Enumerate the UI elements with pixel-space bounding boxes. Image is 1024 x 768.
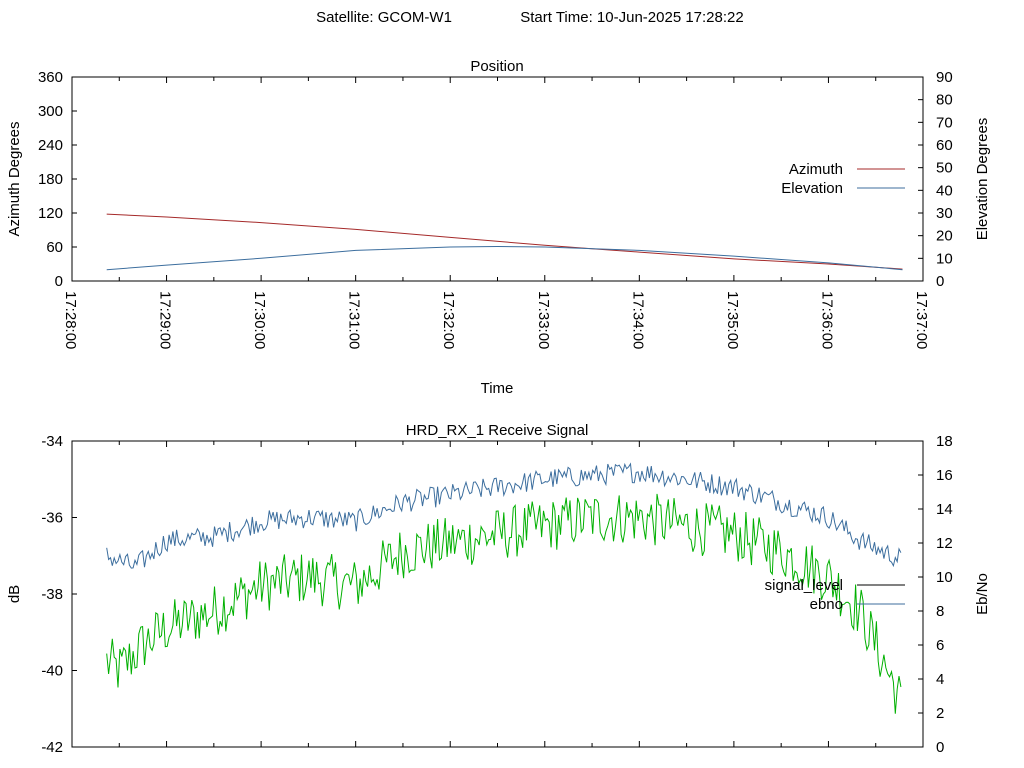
azimuth-series-line [106, 213, 903, 270]
y2-tick-label: 90 [936, 69, 953, 86]
position-y2-axis-label: Elevation Degrees [974, 118, 991, 241]
y2-tick-label: 40 [936, 182, 953, 199]
y2-tick-label: 14 [936, 501, 953, 518]
x-tick-label: 17:34:00 [629, 291, 646, 349]
y2-tick-label: 18 [936, 433, 953, 450]
position-plot-frame [71, 76, 924, 282]
y2-tick-label: 80 [936, 92, 953, 109]
y2-tick-label: 6 [936, 637, 944, 654]
y-tick-label: 360 [38, 69, 63, 86]
y2-tick-label: 70 [936, 114, 953, 131]
y2-tick-label: 12 [936, 535, 953, 552]
y-tick-label: 0 [55, 273, 63, 290]
x-tick-label: 17:36:00 [818, 291, 835, 349]
position-legend: Azimuth Elevation [781, 161, 905, 197]
receive-signal-y2-axis-label: Eb/No [974, 573, 991, 615]
x-tick-label: 17:30:00 [251, 291, 268, 349]
x-tick-label: 17:28:00 [62, 291, 79, 349]
receive-signal-plot: HRD_RX_1 Receive Signal dB Eb/No -42 -40 -… [6, 422, 991, 756]
x-tick-label: 17:33:00 [535, 291, 552, 349]
receive-signal-y-axis-label: dB [6, 585, 23, 603]
y2-tick-label: 10 [936, 250, 953, 267]
y-tick-label: 180 [38, 171, 63, 188]
y2-tick-label: 0 [936, 273, 944, 290]
y-tick-label: 120 [38, 205, 63, 222]
elevation-series-line [106, 245, 903, 271]
y-tick-label: 300 [38, 103, 63, 120]
position-x-axis-label: Time [481, 380, 514, 397]
legend-label: Azimuth [789, 161, 843, 178]
y-tick-label: -36 [41, 510, 63, 527]
y2-tick-label: 60 [936, 137, 953, 154]
x-tick-label: 17:31:00 [346, 291, 363, 349]
position-title: Position [470, 58, 523, 75]
receive-signal-title: HRD_RX_1 Receive Signal [406, 422, 589, 439]
position-y-axis-label: Azimuth Degrees [6, 121, 23, 236]
y2-tick-label: 0 [936, 739, 944, 756]
y2-tick-label: 8 [936, 603, 944, 620]
legend-label: signal_level [765, 577, 843, 594]
y2-tick-label: 10 [936, 569, 953, 586]
y-tick-label: -34 [41, 433, 63, 450]
legend-label: Elevation [781, 180, 843, 197]
y2-tick-label: 4 [936, 671, 944, 688]
y2-tick-label: 16 [936, 467, 953, 484]
ebno-series-line [106, 462, 902, 569]
position-plot: Position Azimuth Degrees Elevation Degre… [6, 58, 991, 397]
y2-tick-label: 30 [936, 205, 953, 222]
y-tick-label: -42 [41, 739, 63, 756]
y2-tick-label: 50 [936, 160, 953, 177]
satellite-name: Satellite: GCOM-W1 [316, 9, 452, 26]
y-tick-label: 60 [46, 239, 63, 256]
x-tick-label: 17:37:00 [913, 291, 930, 349]
x-tick-label: 17:32:00 [440, 291, 457, 349]
start-time: Start Time: 10-Jun-2025 17:28:22 [520, 9, 743, 26]
y2-tick-label: 2 [936, 705, 944, 722]
x-tick-label: 17:29:00 [157, 291, 174, 349]
x-tick-label: 17:35:00 [724, 291, 741, 349]
y-tick-label: -38 [41, 586, 63, 603]
legend-label: ebno [810, 596, 843, 613]
signal-level-series-line [106, 493, 902, 714]
y-tick-label: 240 [38, 137, 63, 154]
y-tick-label: -40 [41, 663, 63, 680]
y2-tick-label: 20 [936, 228, 953, 245]
